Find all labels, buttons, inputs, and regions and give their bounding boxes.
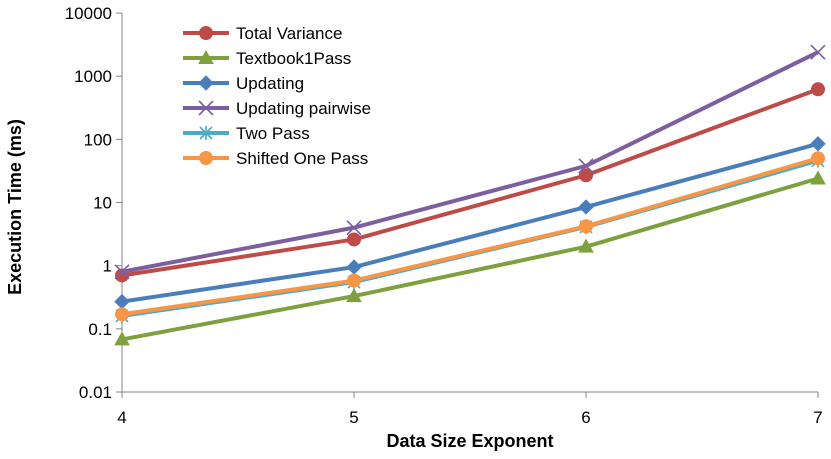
data-point [114, 331, 130, 346]
data-point [346, 259, 362, 275]
x-tick-label: 7 [813, 408, 822, 427]
series-layer [114, 44, 826, 346]
data-point [810, 136, 826, 152]
legend-label: Updating [236, 74, 304, 93]
x-axis-title: Data Size Exponent [386, 431, 553, 451]
data-point [346, 220, 362, 236]
data-point [115, 307, 129, 322]
series-2 [114, 136, 826, 310]
data-point [346, 288, 362, 303]
series-line [121, 141, 819, 304]
y-tick-label: 0.1 [88, 320, 112, 339]
legend-entry: Updating pairwise [183, 99, 371, 118]
data-point [199, 26, 213, 40]
data-point [578, 199, 594, 215]
series-1 [114, 170, 826, 346]
legend-label: Total Variance [236, 24, 342, 43]
data-point [347, 232, 361, 247]
series-5 [115, 151, 825, 322]
data-point [578, 158, 594, 174]
legend-label: Updating pairwise [236, 99, 371, 118]
y-axis-title: Execution Time (ms) [5, 119, 25, 295]
data-point [811, 151, 825, 166]
legend-entry: Two Pass [183, 124, 310, 143]
data-point [114, 293, 130, 310]
series-line [121, 176, 819, 342]
data-point [199, 151, 213, 165]
axes: 0.01 0.1 1 10 100 1000 10000 4 5 6 7 [65, 4, 823, 427]
legend-label: Textbook1Pass [236, 49, 351, 68]
legend-entry: Updating [183, 74, 304, 93]
series-line [121, 87, 819, 278]
y-tick-label: 10 [93, 194, 112, 213]
y-tick-label: 1000 [74, 67, 112, 86]
data-point [198, 75, 214, 91]
y-tick-label: 1 [103, 257, 112, 276]
series-3 [114, 44, 826, 280]
data-point [199, 126, 213, 140]
y-tick-label: 10000 [65, 4, 112, 23]
data-point [114, 264, 130, 280]
data-point [579, 219, 593, 234]
legend-entry: Total Variance [183, 24, 342, 43]
series-line [121, 50, 819, 274]
x-tick-label: 6 [581, 408, 590, 427]
data-point [810, 170, 826, 185]
legend-entry: Shifted One Pass [183, 149, 368, 168]
data-point [198, 49, 214, 64]
data-point [198, 100, 214, 116]
data-point [347, 273, 361, 288]
legend: Total Variance Textbook1Pass Updating Updat… [183, 24, 371, 168]
data-point [579, 168, 593, 183]
x-tick-label: 4 [117, 408, 126, 427]
series-line [121, 156, 819, 317]
legend-label: Shifted One Pass [236, 149, 368, 168]
y-tick-label: 0.01 [79, 383, 112, 402]
legend-entry: Textbook1Pass [183, 49, 351, 68]
data-point [810, 44, 826, 60]
y-tick-label: 100 [84, 130, 112, 149]
data-point [578, 238, 594, 253]
x-tick-label: 5 [349, 408, 358, 427]
data-point [811, 82, 825, 97]
legend-label: Two Pass [236, 124, 310, 143]
